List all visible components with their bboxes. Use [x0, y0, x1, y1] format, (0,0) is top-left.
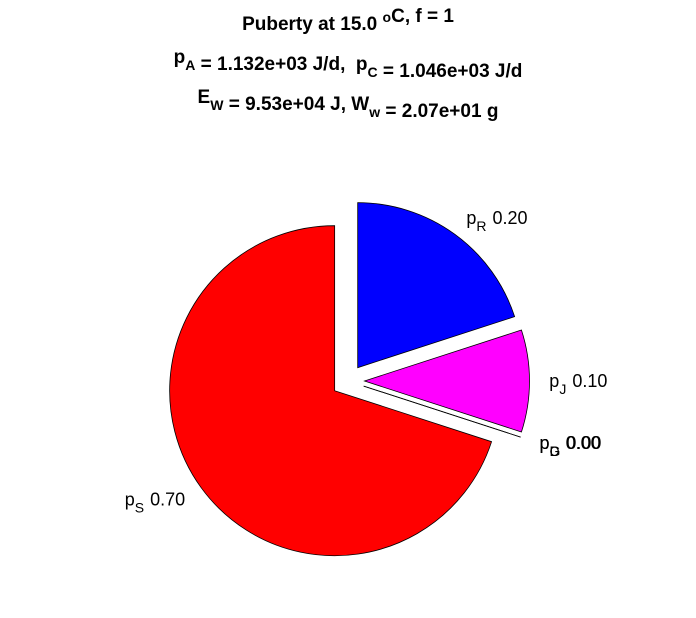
title-line: Puberty at 15.0 oC, f = 1 — [242, 6, 454, 35]
label-value: 0.10 — [572, 371, 607, 391]
label-prefix: p — [466, 208, 476, 228]
slice-label: pS 0.70 — [125, 489, 185, 515]
label-value: 0.00 — [566, 433, 601, 453]
label-subscript: J — [559, 381, 566, 397]
title-text: = 2.07e+01 g — [380, 101, 498, 122]
pie-slice — [169, 225, 493, 557]
label-subscript: R — [476, 218, 486, 234]
label-subscript: D — [549, 443, 559, 459]
label-prefix: p — [539, 433, 549, 453]
title-text: Puberty at 15.0 — [242, 14, 382, 35]
title-text: = 9.53e+04 J, W — [223, 94, 369, 115]
slice-label: pJ 0.10 — [549, 371, 607, 397]
title-text: C, f = 1 — [391, 6, 454, 27]
title-text: p — [174, 47, 186, 68]
label-value: 0.00 — [566, 433, 601, 453]
slice-label: pD 0.00 — [539, 433, 600, 459]
title-subscript: W — [210, 97, 224, 113]
title-line: pA = 1.132e+03 J/d, pC = 1.046e+03 J/d — [174, 47, 523, 82]
title-subscript: A — [185, 57, 195, 73]
title-superscript: o — [383, 9, 392, 25]
pie-slice — [357, 202, 516, 369]
pie-slice — [363, 329, 530, 433]
title-text: = 1.132e+03 J/d, p — [195, 54, 367, 75]
label-subscript: S — [135, 499, 144, 515]
title-subscript: w — [368, 104, 380, 120]
title-text: E — [198, 87, 211, 108]
title-subscript: C — [368, 64, 378, 80]
title-line: EW = 9.53e+04 J, Ww = 2.07e+01 g — [198, 87, 499, 122]
label-subscript: G — [549, 443, 560, 459]
slice-label: pR 0.20 — [466, 208, 527, 234]
title-text: = 1.046e+03 J/d — [378, 61, 523, 82]
label-prefix: p — [125, 489, 135, 509]
slice-label: pG 0.00 — [539, 433, 601, 459]
label-prefix: p — [549, 371, 559, 391]
label-value: 0.20 — [492, 208, 527, 228]
label-value: 0.70 — [150, 489, 185, 509]
label-prefix: p — [539, 433, 549, 453]
